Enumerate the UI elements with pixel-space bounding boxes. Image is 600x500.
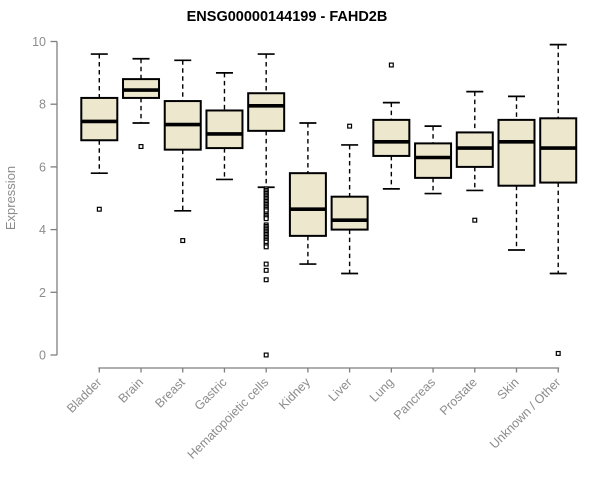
iqr-box: [288, 172, 327, 237]
outlier-point: [263, 267, 269, 273]
box-breast: [163, 59, 202, 244]
box-pancreas: [414, 125, 453, 195]
x-category-label: Kidney: [276, 375, 313, 412]
x-category-label: Unknown / Other: [487, 375, 563, 451]
y-axis: 0 2 4 6 8 10: [32, 35, 58, 363]
box-liver: [330, 123, 369, 275]
y-tick-label: 0: [39, 349, 46, 363]
x-category-label: Pancreas: [391, 375, 438, 422]
box-lung: [372, 62, 411, 190]
iqr-box: [205, 109, 244, 150]
y-tick-label: 10: [32, 35, 46, 49]
box-skin: [497, 95, 536, 251]
iqr-box: [414, 142, 453, 179]
chart-title: ENSG00000144199 - FAHD2B: [187, 9, 388, 25]
y-tick-label: 6: [39, 160, 46, 174]
y-tick-label: 2: [39, 286, 46, 300]
iqr-box: [497, 118, 536, 187]
outlier-point: [263, 216, 269, 222]
outlier-point: [388, 62, 394, 68]
iqr-box: [80, 96, 119, 142]
box-gastric: [205, 71, 244, 181]
x-category-label: Gastric: [192, 375, 230, 413]
iqr-box: [539, 117, 578, 184]
x-category-label: Brain: [116, 375, 147, 406]
outlier-point: [263, 277, 269, 283]
x-category-label: Prostate: [437, 375, 480, 418]
box-series: [80, 43, 578, 358]
box-unknown-other: [539, 43, 578, 356]
x-category-label: Liver: [326, 375, 355, 404]
outlier-point: [555, 350, 561, 356]
x-category-label: Lung: [367, 375, 397, 405]
x-category-label: Bladder: [64, 375, 104, 415]
x-category-label: Skin: [495, 375, 522, 402]
box-prostate: [455, 90, 494, 223]
box-brain: [122, 57, 161, 150]
outlier-point: [347, 123, 353, 129]
iqr-box: [330, 195, 369, 231]
outlier-point: [263, 261, 269, 267]
box-hematopoietic-cells: [247, 53, 286, 358]
iqr-box: [247, 92, 286, 132]
outlier-point: [263, 244, 269, 250]
outlier-point: [138, 144, 144, 150]
outlier-point: [96, 206, 102, 212]
x-category-label: Hematopoietic cells: [185, 375, 272, 462]
outlier-point: [263, 352, 269, 358]
x-category-label: Breast: [152, 375, 188, 411]
y-axis-label: Expression: [3, 166, 18, 230]
iqr-box: [372, 118, 411, 157]
box-bladder: [80, 53, 119, 212]
outlier-point: [472, 217, 478, 223]
box-kidney: [288, 122, 327, 265]
outlier-point: [180, 238, 186, 244]
y-tick-label: 8: [39, 98, 46, 112]
y-tick-label: 4: [39, 223, 46, 237]
